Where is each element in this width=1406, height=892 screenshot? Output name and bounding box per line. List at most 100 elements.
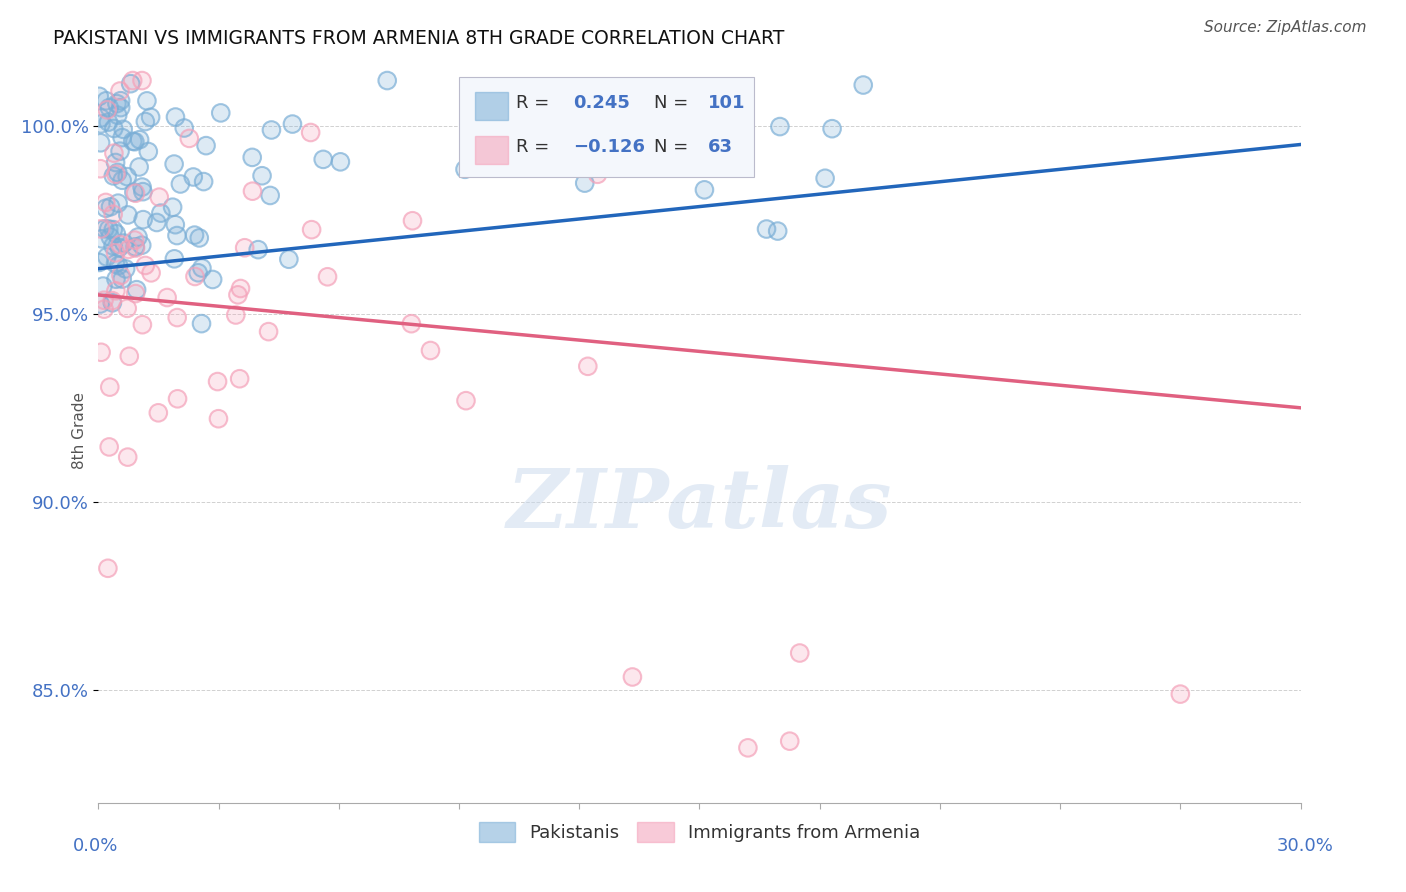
Point	[96, 250, 118, 264]
Point	[94, 201, 117, 215]
Text: R =: R =	[516, 138, 548, 156]
Point	[110, 268, 132, 283]
Point	[121, 73, 143, 87]
Point	[301, 222, 323, 236]
Point	[299, 126, 322, 140]
Point	[165, 218, 187, 232]
Point	[586, 167, 609, 181]
Point	[184, 269, 207, 284]
Point	[259, 188, 281, 202]
Point	[105, 96, 128, 111]
Point	[90, 345, 112, 359]
Point	[233, 241, 256, 255]
Point	[89, 161, 111, 176]
Point	[183, 228, 205, 243]
Point	[188, 231, 211, 245]
Point	[110, 101, 132, 115]
Point	[100, 200, 122, 214]
Point	[257, 325, 280, 339]
Point	[118, 349, 141, 363]
Point	[104, 167, 127, 181]
Point	[789, 646, 811, 660]
Point	[128, 133, 150, 147]
Point	[401, 317, 423, 331]
Point	[103, 169, 125, 183]
Point	[789, 646, 811, 660]
Point	[124, 286, 146, 301]
Point	[201, 272, 224, 286]
Point	[779, 734, 801, 748]
Point	[121, 73, 143, 87]
Point	[90, 111, 112, 125]
Point	[107, 108, 129, 122]
Point	[97, 561, 120, 575]
Text: 63: 63	[707, 138, 733, 156]
Point	[132, 185, 155, 199]
Point	[574, 176, 596, 190]
Point	[115, 169, 138, 184]
Point	[574, 176, 596, 190]
Point	[103, 146, 125, 161]
Text: N =: N =	[654, 138, 688, 156]
Point	[104, 167, 127, 181]
Point	[91, 279, 114, 293]
Point	[124, 241, 146, 255]
Point	[240, 150, 263, 164]
Point	[190, 317, 212, 331]
FancyBboxPatch shape	[475, 136, 509, 164]
Point	[576, 359, 599, 374]
Point	[105, 272, 128, 286]
Point	[94, 222, 117, 236]
Point	[98, 101, 121, 115]
Point	[115, 169, 138, 184]
Point	[104, 284, 127, 298]
Point	[94, 195, 117, 210]
Point	[104, 284, 127, 298]
Point	[124, 186, 146, 201]
Point	[117, 450, 139, 464]
Point	[117, 243, 139, 257]
Point	[163, 252, 186, 266]
Point	[108, 237, 131, 252]
Point	[103, 146, 125, 161]
Point	[132, 185, 155, 199]
Point	[852, 78, 875, 92]
Point	[156, 291, 179, 305]
Text: 30.0%: 30.0%	[1277, 837, 1333, 855]
Point	[163, 252, 186, 266]
Point	[91, 279, 114, 293]
Point	[247, 243, 270, 257]
Point	[257, 325, 280, 339]
Point	[97, 115, 120, 129]
Point	[117, 450, 139, 464]
Point	[139, 110, 162, 124]
Point	[156, 291, 179, 305]
Point	[755, 222, 778, 236]
Point	[93, 293, 115, 308]
Point	[101, 293, 124, 308]
Point	[112, 122, 135, 136]
Point	[101, 295, 124, 310]
Point	[693, 183, 716, 197]
Point	[228, 372, 250, 386]
Point	[247, 243, 270, 257]
Point	[115, 301, 138, 316]
Point	[89, 255, 111, 269]
Point	[125, 283, 148, 297]
Point	[769, 120, 792, 134]
Point	[149, 206, 172, 220]
Point	[90, 232, 112, 246]
Point	[242, 184, 264, 198]
Point	[621, 670, 644, 684]
Point	[454, 393, 477, 408]
Point	[90, 117, 112, 131]
Point	[104, 155, 127, 169]
Point	[110, 94, 132, 108]
Point	[112, 122, 135, 136]
Point	[169, 177, 191, 191]
Point	[98, 230, 121, 244]
Point	[101, 239, 124, 253]
Point	[207, 375, 229, 389]
Point	[89, 161, 111, 176]
Point	[814, 171, 837, 186]
